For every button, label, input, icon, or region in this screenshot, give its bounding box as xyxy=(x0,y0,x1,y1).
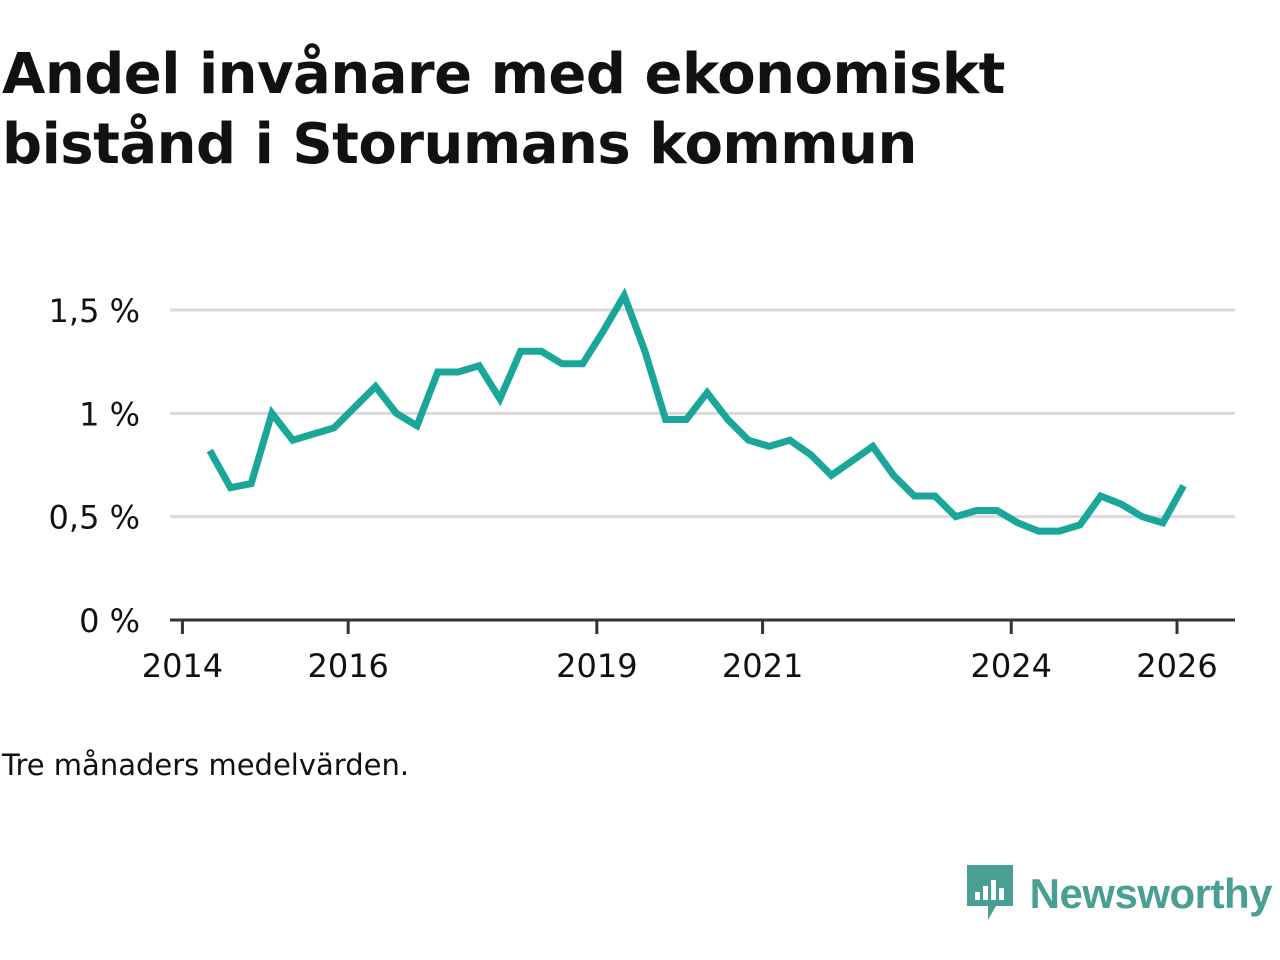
chart-note: Tre månaders medelvärden. xyxy=(2,748,410,782)
y-axis-tick-labels: 0 % 0,5 % 1 % 1,5 % xyxy=(49,292,140,640)
grid-lines xyxy=(170,308,1235,519)
chart-title: Andel invånare med ekonomiskt bistånd i … xyxy=(2,42,1005,177)
newsworthy-logo-icon xyxy=(966,865,1013,920)
x-tick-label-3: 2021 xyxy=(722,647,803,685)
y-tick-label-1: 0,5 % xyxy=(49,499,140,537)
series-lines xyxy=(206,287,1187,535)
x-axis xyxy=(170,618,1235,634)
y-tick-label-2: 1 % xyxy=(79,395,140,433)
y-tick-label-0: 0 % xyxy=(79,602,140,640)
x-tick-label-5: 2026 xyxy=(1136,647,1217,685)
x-tick-label-4: 2024 xyxy=(971,647,1052,685)
x-axis-tick-labels: 2014 2016 2019 2021 2024 2026 xyxy=(142,647,1218,685)
brand-logo-group: Newsworthy xyxy=(964,862,1273,926)
brand-name: Newsworthy xyxy=(1029,870,1273,917)
x-tick-label-2: 2019 xyxy=(556,647,637,685)
x-tick-label-0: 2014 xyxy=(142,647,223,685)
line-chart: 0 % 0,5 % 1 % 1,5 % 2014 2016 2019 2021 2024 202… xyxy=(49,287,1235,685)
x-tick-label-1: 2016 xyxy=(307,647,388,685)
y-tick-label-3: 1,5 % xyxy=(49,292,140,330)
series-line-0 xyxy=(206,287,1187,535)
